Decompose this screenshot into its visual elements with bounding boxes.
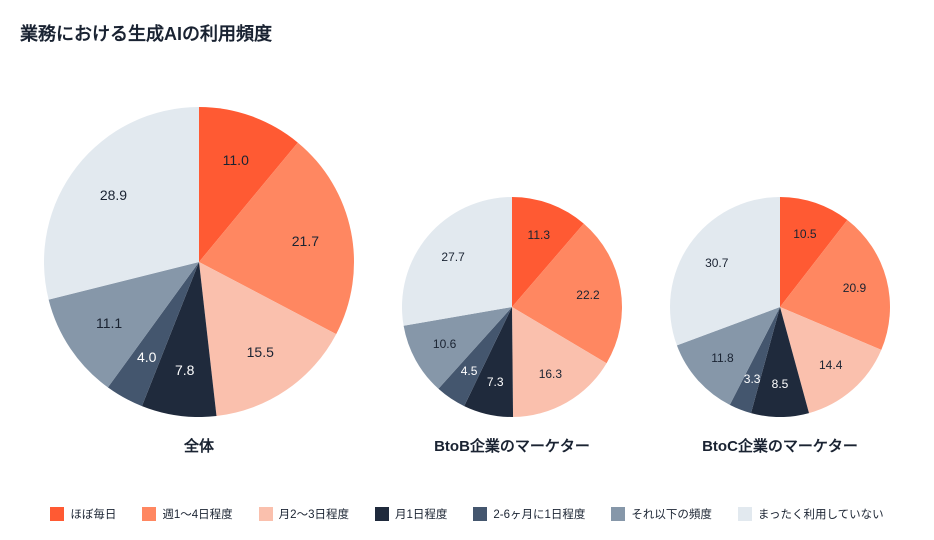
pie-slice-label: 30.7 [705, 256, 728, 270]
pie-chart: 11.3 22.2 16.3 7.3 4.5 10.6 27.7 [402, 197, 622, 417]
legend-item: それ以下の頻度 [611, 506, 712, 522]
charts-row: 11.0 21.7 15.5 7.8 4.0 11.1 28.9 全体 11.3 22.2 16.3… [20, 56, 914, 456]
pie-slice-label: 15.5 [247, 344, 274, 360]
legend-swatch [259, 507, 273, 521]
legend-swatch [611, 507, 625, 521]
pie-slice-label: 11.1 [96, 315, 122, 331]
pie-slice-label: 4.0 [137, 349, 156, 365]
pie-slice-label: 11.3 [528, 228, 550, 242]
pie-slice-label: 10.5 [793, 227, 816, 241]
legend-item: 週1～4日程度 [142, 506, 232, 522]
chart-column: 11.3 22.2 16.3 7.3 4.5 10.6 27.7 BtoB企業のマーケター [402, 197, 622, 456]
legend: ほぼ毎日 週1～4日程度 月2～3日程度 月1日程度 2-6ヶ月に1日程度 それ以下の頻度… [0, 506, 934, 522]
chart-column: 10.5 20.9 14.4 8.5 3.3 11.8 30.7 BtoC企業のマーケター [670, 197, 890, 456]
pie-slice-label: 7.3 [487, 375, 504, 389]
legend-label: 月2～3日程度 [279, 506, 349, 522]
pie-slice-label: 28.9 [100, 187, 127, 203]
pie-svg [44, 107, 354, 417]
legend-item: ほぼ毎日 [50, 506, 116, 522]
legend-label: 月1日程度 [395, 506, 447, 522]
legend-swatch [738, 507, 752, 521]
pie-slice-label: 8.5 [772, 377, 789, 391]
pie-chart: 10.5 20.9 14.4 8.5 3.3 11.8 30.7 [670, 197, 890, 417]
chart-caption: 全体 [184, 435, 214, 456]
legend-label: まったく利用していない [758, 506, 884, 522]
pie-chart: 11.0 21.7 15.5 7.8 4.0 11.1 28.9 [44, 107, 354, 417]
pie-slice-label: 4.5 [461, 364, 478, 378]
page-title: 業務における生成AIの利用頻度 [20, 20, 914, 46]
pie-svg [402, 197, 622, 417]
legend-item: 月1日程度 [375, 506, 447, 522]
legend-label: 2-6ヶ月に1日程度 [493, 506, 585, 522]
pie-slice-label: 14.4 [819, 358, 842, 372]
legend-item: 月2～3日程度 [259, 506, 349, 522]
legend-label: それ以下の頻度 [631, 506, 712, 522]
pie-slice-label: 21.7 [292, 233, 319, 249]
pie-slice-label: 7.8 [175, 362, 194, 378]
pie-slice-label: 3.3 [744, 372, 761, 386]
pie-slice-label: 22.2 [576, 288, 599, 302]
pie-slice-label: 10.6 [433, 337, 456, 351]
pie-slice-label: 27.7 [441, 250, 464, 264]
legend-item: 2-6ヶ月に1日程度 [473, 506, 585, 522]
pie-slice-label: 16.3 [539, 367, 562, 381]
pie-slice-label: 20.9 [843, 281, 866, 295]
legend-label: ほぼ毎日 [70, 506, 116, 522]
legend-swatch [50, 507, 64, 521]
chart-column: 11.0 21.7 15.5 7.8 4.0 11.1 28.9 全体 [44, 107, 354, 456]
chart-caption: BtoB企業のマーケター [434, 435, 590, 456]
page: 業務における生成AIの利用頻度 11.0 21.7 15.5 7.8 4.0 11.1 28… [0, 0, 934, 540]
legend-item: まったく利用していない [738, 506, 884, 522]
chart-caption: BtoC企業のマーケター [702, 435, 858, 456]
pie-slice-label: 11.8 [711, 351, 733, 365]
pie-slice-label: 11.0 [223, 152, 249, 168]
legend-swatch [375, 507, 389, 521]
legend-swatch [473, 507, 487, 521]
legend-swatch [142, 507, 156, 521]
legend-label: 週1～4日程度 [162, 506, 232, 522]
